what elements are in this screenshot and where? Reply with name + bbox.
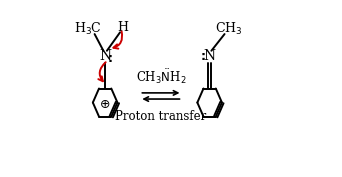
Text: CH$_3\ddot{\mathrm{N}}$H$_2$: CH$_3\ddot{\mathrm{N}}$H$_2$ <box>136 68 186 86</box>
Text: N: N <box>203 49 216 63</box>
Text: N: N <box>99 49 111 63</box>
Text: H$_3$C: H$_3$C <box>74 21 102 37</box>
Text: :: : <box>108 52 113 65</box>
Text: ⊕: ⊕ <box>100 98 110 111</box>
Text: Proton transfer: Proton transfer <box>115 110 207 123</box>
Text: :: : <box>201 50 206 63</box>
Text: H: H <box>117 21 128 33</box>
Text: CH$_3$: CH$_3$ <box>215 21 243 37</box>
